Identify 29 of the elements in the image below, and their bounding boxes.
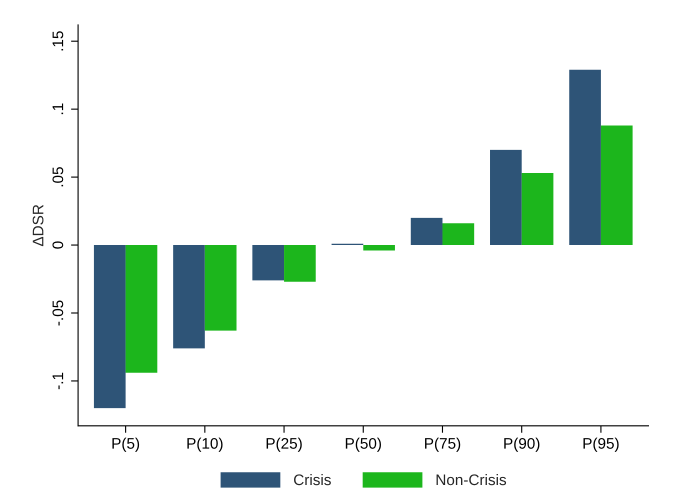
- bar: [284, 245, 316, 282]
- bar: [204, 245, 237, 331]
- bar: [522, 173, 554, 246]
- x-tick-label: P(90): [504, 438, 540, 452]
- bar: [490, 150, 522, 246]
- x-tick-label: P(50): [346, 438, 381, 452]
- bar: [410, 218, 442, 246]
- y-tick-label: .1: [52, 104, 64, 114]
- legend-label: Crisis: [294, 474, 331, 486]
- x-tick-label: P(95): [583, 438, 619, 452]
- bar: [363, 245, 395, 250]
- y-tick-label: 0: [52, 241, 64, 249]
- x-tick-label: P(75): [425, 438, 460, 452]
- y-tick-label: .15: [52, 31, 64, 50]
- x-tick-label: P(5): [112, 438, 140, 452]
- bar: [569, 70, 601, 246]
- x-tick-label: P(25): [266, 438, 302, 452]
- bar: [252, 245, 284, 280]
- bar: [600, 125, 633, 246]
- legend-label: Non-Crisis: [436, 474, 506, 486]
- y-tick-label: -.05: [52, 300, 64, 326]
- bar: [94, 245, 126, 408]
- y-axis-title: ΔDSR: [32, 204, 44, 246]
- y-tick-label: .05: [52, 167, 64, 186]
- y-tick-label: -.1: [52, 372, 64, 390]
- bar: [126, 245, 158, 373]
- bar: [173, 245, 205, 348]
- x-tick-label: P(10): [187, 438, 223, 452]
- bar: [442, 223, 474, 246]
